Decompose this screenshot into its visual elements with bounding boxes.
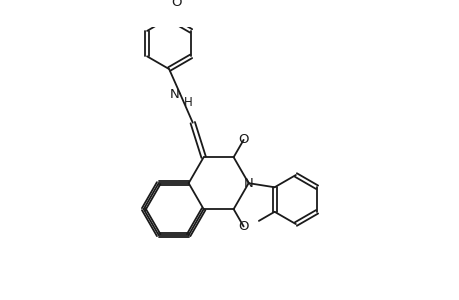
Text: O: O <box>238 134 248 146</box>
Text: N: N <box>243 177 253 190</box>
Text: O: O <box>238 220 248 233</box>
Text: O: O <box>171 0 181 9</box>
Text: N: N <box>169 88 179 101</box>
Text: H: H <box>183 96 192 109</box>
